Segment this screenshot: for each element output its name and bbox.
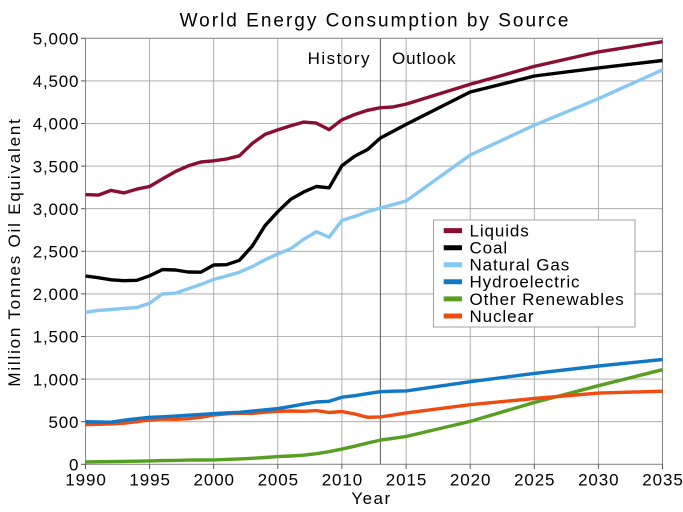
svg-text:3,500: 3,500 xyxy=(33,157,80,176)
svg-text:Million Tonnes Oil Equivalent: Million Tonnes Oil Equivalent xyxy=(5,117,24,386)
svg-text:Hydroelectric: Hydroelectric xyxy=(470,273,581,292)
svg-text:3,000: 3,000 xyxy=(33,200,80,219)
svg-text:4,500: 4,500 xyxy=(33,72,80,91)
svg-text:2010: 2010 xyxy=(322,471,363,490)
svg-text:2030: 2030 xyxy=(578,471,619,490)
svg-text:2035: 2035 xyxy=(642,471,683,490)
svg-text:1995: 1995 xyxy=(129,471,170,490)
svg-text:2015: 2015 xyxy=(386,471,427,490)
svg-text:Coal: Coal xyxy=(470,239,509,258)
svg-text:2020: 2020 xyxy=(450,471,491,490)
svg-text:1990: 1990 xyxy=(65,471,106,490)
svg-text:Outlook: Outlook xyxy=(392,49,457,68)
svg-text:2025: 2025 xyxy=(514,471,555,490)
svg-text:2,500: 2,500 xyxy=(33,243,80,262)
svg-text:2000: 2000 xyxy=(193,471,234,490)
svg-text:History: History xyxy=(308,49,371,68)
svg-text:0: 0 xyxy=(69,456,79,475)
svg-text:Natural Gas: Natural Gas xyxy=(470,256,571,275)
svg-text:5,000: 5,000 xyxy=(33,30,80,49)
svg-text:World Energy Consumption by So: World Energy Consumption by Source xyxy=(180,10,571,31)
svg-text:2005: 2005 xyxy=(258,471,299,490)
svg-text:Year: Year xyxy=(351,489,391,508)
svg-text:2,000: 2,000 xyxy=(33,285,80,304)
svg-text:1,000: 1,000 xyxy=(33,370,80,389)
svg-text:500: 500 xyxy=(49,413,80,432)
svg-text:1,500: 1,500 xyxy=(33,328,80,347)
svg-text:Liquids: Liquids xyxy=(470,222,530,241)
svg-text:Other Renewables: Other Renewables xyxy=(470,290,625,309)
svg-text:Nuclear: Nuclear xyxy=(470,307,535,326)
svg-text:4,000: 4,000 xyxy=(33,115,80,134)
